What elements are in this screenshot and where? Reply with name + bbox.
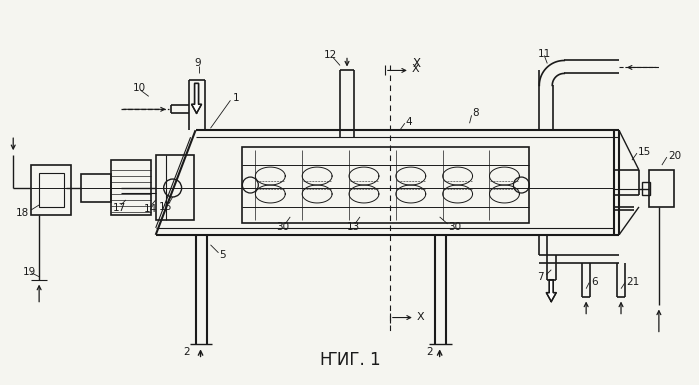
Text: 1: 1 [233,93,239,103]
Text: X: X [417,311,424,321]
Text: 15: 15 [638,147,651,157]
Bar [111,160,151,215]
Bar [156,155,194,220]
Text: 2: 2 [426,347,433,357]
Text: ҤИГ. 1: ҤИГ. 1 [319,352,380,369]
Text: 30: 30 [276,222,289,232]
Text: 4: 4 [406,117,412,127]
Text: 17: 17 [113,203,126,213]
Text: 12: 12 [324,50,338,60]
Text: 10: 10 [133,84,146,94]
Text: 13: 13 [347,222,360,232]
Text: 2: 2 [184,347,190,357]
Text: 6: 6 [591,277,598,287]
Text: 16: 16 [159,202,172,212]
Bar [243,147,529,223]
Text: 20: 20 [668,151,681,161]
Text: 11: 11 [538,49,551,59]
Polygon shape [547,280,556,301]
Text: 19: 19 [23,267,36,277]
Text: X: X [412,64,419,74]
Text: 7: 7 [538,272,544,282]
Polygon shape [192,84,201,113]
Bar [31,165,71,215]
Text: 18: 18 [16,208,29,218]
Text: 9: 9 [194,59,201,69]
Bar [39,173,64,207]
Bar [81,174,111,202]
Text: X: X [413,57,421,70]
Text: 14: 14 [144,204,157,214]
Text: 8: 8 [473,108,480,118]
Bar [649,170,674,207]
Bar [642,182,650,195]
Text: 21: 21 [626,277,640,287]
Text: 5: 5 [219,250,226,260]
Text: 30: 30 [449,222,462,232]
